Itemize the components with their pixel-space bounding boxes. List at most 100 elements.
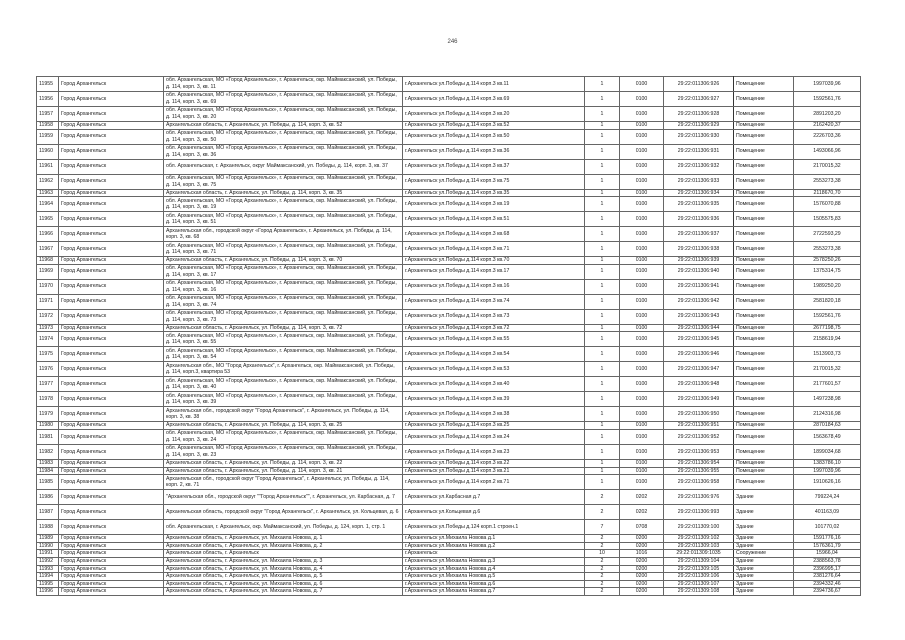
type-code-cell: 0100 <box>619 278 664 295</box>
municipality-cell: Город Архангельск <box>58 106 164 122</box>
row-number-cell: 11955 <box>36 76 59 92</box>
group-code-cell: 1 <box>584 121 620 130</box>
short-address-cell: г.Архангельск ул.Михаила Новова д.7 <box>402 587 585 596</box>
short-address-cell: г.Архангельск ул.Михаила Новова д.3 <box>402 556 585 566</box>
short-address-cell: г.Архангельск ул.Победы д.114 корп.3 кв.… <box>402 76 585 92</box>
table-row: 11959 Город Архангельск обл. Архангельская… <box>36 128 861 145</box>
cadastral-value-cell: 2162420,37 <box>793 121 861 130</box>
object-type-cell: Здание <box>733 556 794 566</box>
object-type-cell: Помещение <box>733 406 794 423</box>
full-address-cell: обл. Архангельская, г. Архангельск, окру… <box>163 158 403 175</box>
full-address-cell: обл. Архангельская, МО «Город Архангельс… <box>163 443 403 460</box>
cadastral-number-cell: 29:22:011306:951 <box>663 421 734 430</box>
short-address-cell: г.Архангельск ул.Победы д.114 корп.3 кв.… <box>402 158 585 175</box>
group-code-cell: 1 <box>584 443 620 460</box>
short-address-cell: г.Архангельск ул.Победы д.114 корп.3 кв.… <box>402 173 585 190</box>
short-address-cell: г.Архангельск ул.Победы д.114 корп.3 кв.… <box>402 331 585 348</box>
type-code-cell: 0100 <box>619 158 664 175</box>
cadastral-number-cell: 29:22:011306:942 <box>663 293 734 310</box>
short-address-cell: г.Архангельск ул.Победы д.114 корп.3 кв.… <box>402 241 585 258</box>
municipality-cell: Город Архангельск <box>58 428 164 445</box>
short-address-cell: г.Архангельск ул.Победы д.114 корп.3 кв.… <box>402 106 585 122</box>
object-type-cell: Помещение <box>733 346 794 363</box>
table-row: 11993 Город Архангельск Архангельская обла… <box>36 564 861 574</box>
table-row: 11983 Город Архангельск Архангельская обла… <box>36 458 861 468</box>
cadastral-number-cell: 29:22:011306:937 <box>663 226 734 243</box>
full-address-cell: Архангельская область, г. Архангельск, у… <box>163 421 403 430</box>
table-row: 11955 Город Архангельск обл. Архангельская… <box>36 76 861 92</box>
full-address-cell: Архангельская область, г. Архангельск, у… <box>163 534 403 543</box>
group-code-cell: 1 <box>584 331 620 348</box>
cadastral-number-cell: 29:22:011306:943 <box>663 308 734 325</box>
cadastral-number-cell: 29:22:011306:952 <box>663 428 734 445</box>
group-code-cell: 1 <box>584 188 620 198</box>
object-type-cell: Помещение <box>733 443 794 460</box>
group-code-cell: 1 <box>584 428 620 445</box>
type-code-cell: 0100 <box>619 308 664 325</box>
cadastral-value-cell: 2226703,36 <box>793 128 861 145</box>
table-row: 11974 Город Архангельск обл. Архангельская… <box>36 331 861 348</box>
group-code-cell: 1 <box>584 474 620 491</box>
municipality-cell: Город Архангельск <box>58 256 164 265</box>
full-address-cell: "Архангельская обл., городской округ ""Г… <box>163 489 403 506</box>
type-code-cell: 0200 <box>619 534 664 543</box>
row-number-cell: 11970 <box>36 278 59 295</box>
group-code-cell: 1 <box>584 361 620 378</box>
cadastral-value-cell: 2870184,63 <box>793 421 861 430</box>
municipality-cell: Город Архангельск <box>58 196 164 213</box>
full-address-cell: Архангельская область, г. Архангельск, у… <box>163 323 403 333</box>
municipality-cell: Город Архангельск <box>58 91 164 107</box>
cadastral-number-cell: 29:22:011306:946 <box>663 346 734 363</box>
municipality-cell: Город Архангельск <box>58 489 164 506</box>
object-type-cell: Помещение <box>733 278 794 295</box>
type-code-cell: 0100 <box>619 293 664 310</box>
cadastral-value-cell: 799224,24 <box>793 489 861 506</box>
table-row: 11969 Город Архангельск обл. Архангельская… <box>36 263 861 280</box>
group-code-cell: 2 <box>584 556 620 566</box>
type-code-cell: 0100 <box>619 428 664 445</box>
object-type-cell: Помещение <box>733 421 794 430</box>
table-row: 11987 Город Архангельск Архангельская обла… <box>36 504 861 521</box>
full-address-cell: Архангельская обл., городской округ «Гор… <box>163 226 403 243</box>
row-number-cell: 11973 <box>36 323 59 333</box>
row-number-cell: 11994 <box>36 572 59 581</box>
row-number-cell: 11993 <box>36 564 59 574</box>
cadastral-number-cell: 29:22:011306:945 <box>663 331 734 348</box>
full-address-cell: Архангельская область, г. Архангельск, у… <box>163 564 403 574</box>
municipality-cell: Город Архангельск <box>58 188 164 198</box>
object-type-cell: Помещение <box>733 308 794 325</box>
municipality-cell: Город Архангельск <box>58 587 164 596</box>
row-number-cell: 11980 <box>36 421 59 430</box>
full-address-cell: обл. Архангельская, МО «Город Архангельс… <box>163 293 403 310</box>
group-code-cell: 1 <box>584 143 620 160</box>
object-type-cell: Помещение <box>733 196 794 213</box>
table-row: 11972 Город Архангельск обл. Архангельская… <box>36 308 861 325</box>
cadastral-value-cell: 1592561,76 <box>793 308 861 325</box>
cadastral-value-cell: 1591776,16 <box>793 534 861 543</box>
type-code-cell: 0100 <box>619 106 664 122</box>
full-address-cell: Архангельская обл., городской округ "Гор… <box>163 474 403 491</box>
cadastral-number-cell: 29:22:011309:108 <box>663 587 734 596</box>
object-type-cell: Помещение <box>733 143 794 160</box>
row-number-cell: 11975 <box>36 346 59 363</box>
table-row: 11956 Город Архангельск обл. Архангельская… <box>36 91 861 107</box>
table-row: 11995 Город Архангельск Архангельская обла… <box>36 579 861 589</box>
table-row: 11966 Город Архангельск Архангельская обл.… <box>36 226 861 243</box>
object-type-cell: Помещение <box>733 474 794 491</box>
type-code-cell: 0200 <box>619 556 664 566</box>
object-type-cell: Помещение <box>733 323 794 333</box>
type-code-cell: 0100 <box>619 406 664 423</box>
municipality-cell: Город Архангельск <box>58 504 164 521</box>
type-code-cell: 0100 <box>619 466 664 476</box>
short-address-cell: г.Архангельск ул.Победы д.114 корп.3 кв.… <box>402 91 585 107</box>
short-address-cell: г.Архангельск ул.Победы д.114 корп.3 кв.… <box>402 323 585 333</box>
cadastral-value-cell: 101770,02 <box>793 519 861 536</box>
short-address-cell: г.Архангельск ул.Победы д.114 корп.3 кв.… <box>402 263 585 280</box>
group-code-cell: 1 <box>584 173 620 190</box>
full-address-cell: обл. Архангельская, МО «Город Архангельс… <box>163 196 403 213</box>
type-code-cell: 0100 <box>619 128 664 145</box>
full-address-cell: Архангельская область, г. Архангельск <box>163 549 403 558</box>
row-number-cell: 11966 <box>36 226 59 243</box>
short-address-cell: г.Архангельск ул.Карбасная д.7 <box>402 489 585 506</box>
group-code-cell: 2 <box>584 534 620 543</box>
